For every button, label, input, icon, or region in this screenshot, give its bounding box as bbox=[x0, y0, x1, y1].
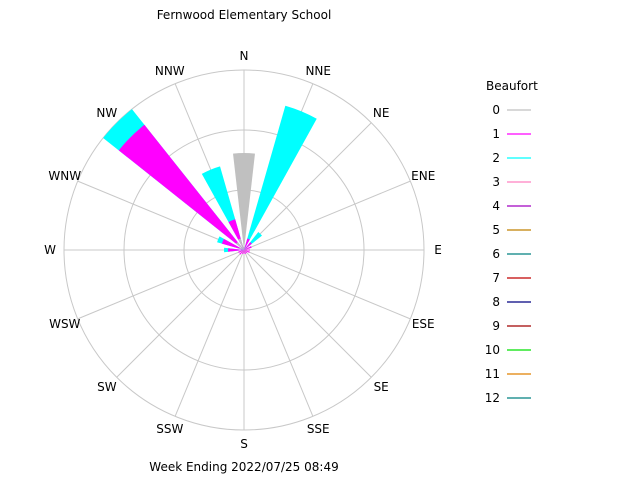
sector-se bbox=[244, 250, 248, 254]
direction-label-wnw: WNW bbox=[48, 169, 81, 183]
sector-sse bbox=[244, 250, 246, 254]
sector-segment-beaufort-1 bbox=[244, 242, 252, 250]
wind-sectors bbox=[103, 105, 317, 255]
sector-e bbox=[244, 249, 250, 251]
legend-item: 1 bbox=[492, 127, 531, 141]
sector-segment-beaufort-0 bbox=[236, 242, 244, 250]
sector-ene bbox=[244, 246, 252, 250]
legend-item: 3 bbox=[492, 175, 531, 189]
sector-nnw bbox=[201, 166, 244, 250]
legend-label: 11 bbox=[485, 367, 500, 381]
sector-ssw bbox=[242, 250, 244, 254]
sector-n bbox=[233, 153, 255, 250]
legend-label: 0 bbox=[492, 103, 500, 117]
direction-label-n: N bbox=[240, 49, 249, 63]
grid-spoke bbox=[243, 249, 372, 378]
legend-label: 7 bbox=[492, 271, 500, 285]
direction-label-nnw: NNW bbox=[155, 64, 185, 78]
sector-segment-beaufort-1 bbox=[118, 124, 244, 250]
grid-spoke bbox=[77, 249, 245, 320]
sector-sw bbox=[239, 250, 244, 255]
sector-segment-beaufort-1 bbox=[244, 250, 248, 254]
sector-segment-beaufort-1 bbox=[239, 250, 244, 255]
grid-spoke bbox=[116, 249, 245, 378]
sector-s bbox=[243, 250, 245, 254]
sector-segment-beaufort-1 bbox=[244, 238, 250, 250]
sector-wnw bbox=[217, 236, 244, 250]
legend-label: 3 bbox=[492, 175, 500, 189]
sector-segment-beaufort-1 bbox=[238, 250, 244, 253]
sector-nw bbox=[103, 109, 245, 251]
legend-label: 9 bbox=[492, 319, 500, 333]
sector-segment-beaufort-1 bbox=[243, 250, 245, 254]
direction-label-ne: NE bbox=[373, 106, 390, 120]
legend-label: 1 bbox=[492, 127, 500, 141]
direction-label-nne: NNE bbox=[305, 64, 331, 78]
sector-segment-beaufort-2 bbox=[244, 105, 317, 250]
chart-title: Fernwood Elementary School bbox=[157, 8, 332, 22]
grid-spoke bbox=[243, 249, 314, 417]
direction-label-ssw: SSW bbox=[156, 422, 183, 436]
legend-label: 8 bbox=[492, 295, 500, 309]
legend-label: 10 bbox=[485, 343, 500, 357]
sector-segment-beaufort-1 bbox=[244, 250, 250, 253]
direction-label-wsw: WSW bbox=[49, 317, 80, 331]
sector-segment-beaufort-1 bbox=[244, 246, 252, 250]
legend-item: 5 bbox=[492, 223, 531, 237]
direction-label-sse: SSE bbox=[307, 422, 330, 436]
direction-label-se: SE bbox=[374, 380, 389, 394]
sector-segment-beaufort-1 bbox=[221, 238, 244, 250]
grid-spoke bbox=[243, 122, 372, 251]
legend-item: 2 bbox=[492, 151, 531, 165]
grid-spoke bbox=[174, 249, 245, 417]
direction-label-e: E bbox=[434, 243, 442, 257]
legend-item: 7 bbox=[492, 271, 531, 285]
grid-spoke bbox=[77, 180, 245, 251]
sector-wsw bbox=[238, 250, 244, 253]
legend-item: 12 bbox=[485, 391, 531, 405]
legend-item: 9 bbox=[492, 319, 531, 333]
direction-label-nw: NW bbox=[96, 106, 117, 120]
legend-label: 2 bbox=[492, 151, 500, 165]
direction-label-s: S bbox=[240, 437, 248, 451]
sector-segment-beaufort-1 bbox=[244, 249, 250, 251]
sector-segment-beaufort-1 bbox=[227, 248, 244, 252]
legend-item: 4 bbox=[492, 199, 531, 213]
direction-label-w: W bbox=[44, 243, 56, 257]
legend-item: 6 bbox=[492, 247, 531, 261]
sector-segment-beaufort-0 bbox=[239, 247, 244, 250]
sector-segment-beaufort-0 bbox=[238, 238, 244, 250]
sector-nne bbox=[244, 105, 317, 250]
direction-label-ene: ENE bbox=[411, 169, 435, 183]
sector-segment-beaufort-0 bbox=[233, 153, 255, 250]
legend-label: 5 bbox=[492, 223, 500, 237]
sector-ne bbox=[244, 232, 262, 250]
direction-labels: N NNE NE ENE E ESE SE SSE S SSW SW WSW W WNW NW NNW bbox=[44, 49, 442, 451]
legend-item: 8 bbox=[492, 295, 531, 309]
legend-label: 6 bbox=[492, 247, 500, 261]
sector-segment-beaufort-1 bbox=[244, 250, 246, 254]
legend-item: 11 bbox=[485, 367, 531, 381]
legend-label: 4 bbox=[492, 199, 500, 213]
sector-ese bbox=[244, 250, 250, 253]
sector-w bbox=[223, 247, 244, 253]
direction-label-ese: ESE bbox=[412, 317, 435, 331]
grid-spoke bbox=[243, 180, 411, 251]
grid-spoke bbox=[243, 249, 411, 320]
legend-item: 0 bbox=[492, 103, 531, 117]
sector-segment-beaufort-1 bbox=[242, 250, 244, 254]
legend-title: Beaufort bbox=[486, 79, 538, 93]
chart-footer: Week Ending 2022/07/25 08:49 bbox=[149, 460, 338, 474]
direction-label-sw: SW bbox=[97, 380, 117, 394]
legend-item: 10 bbox=[485, 343, 531, 357]
legend-label: 12 bbox=[485, 391, 500, 405]
